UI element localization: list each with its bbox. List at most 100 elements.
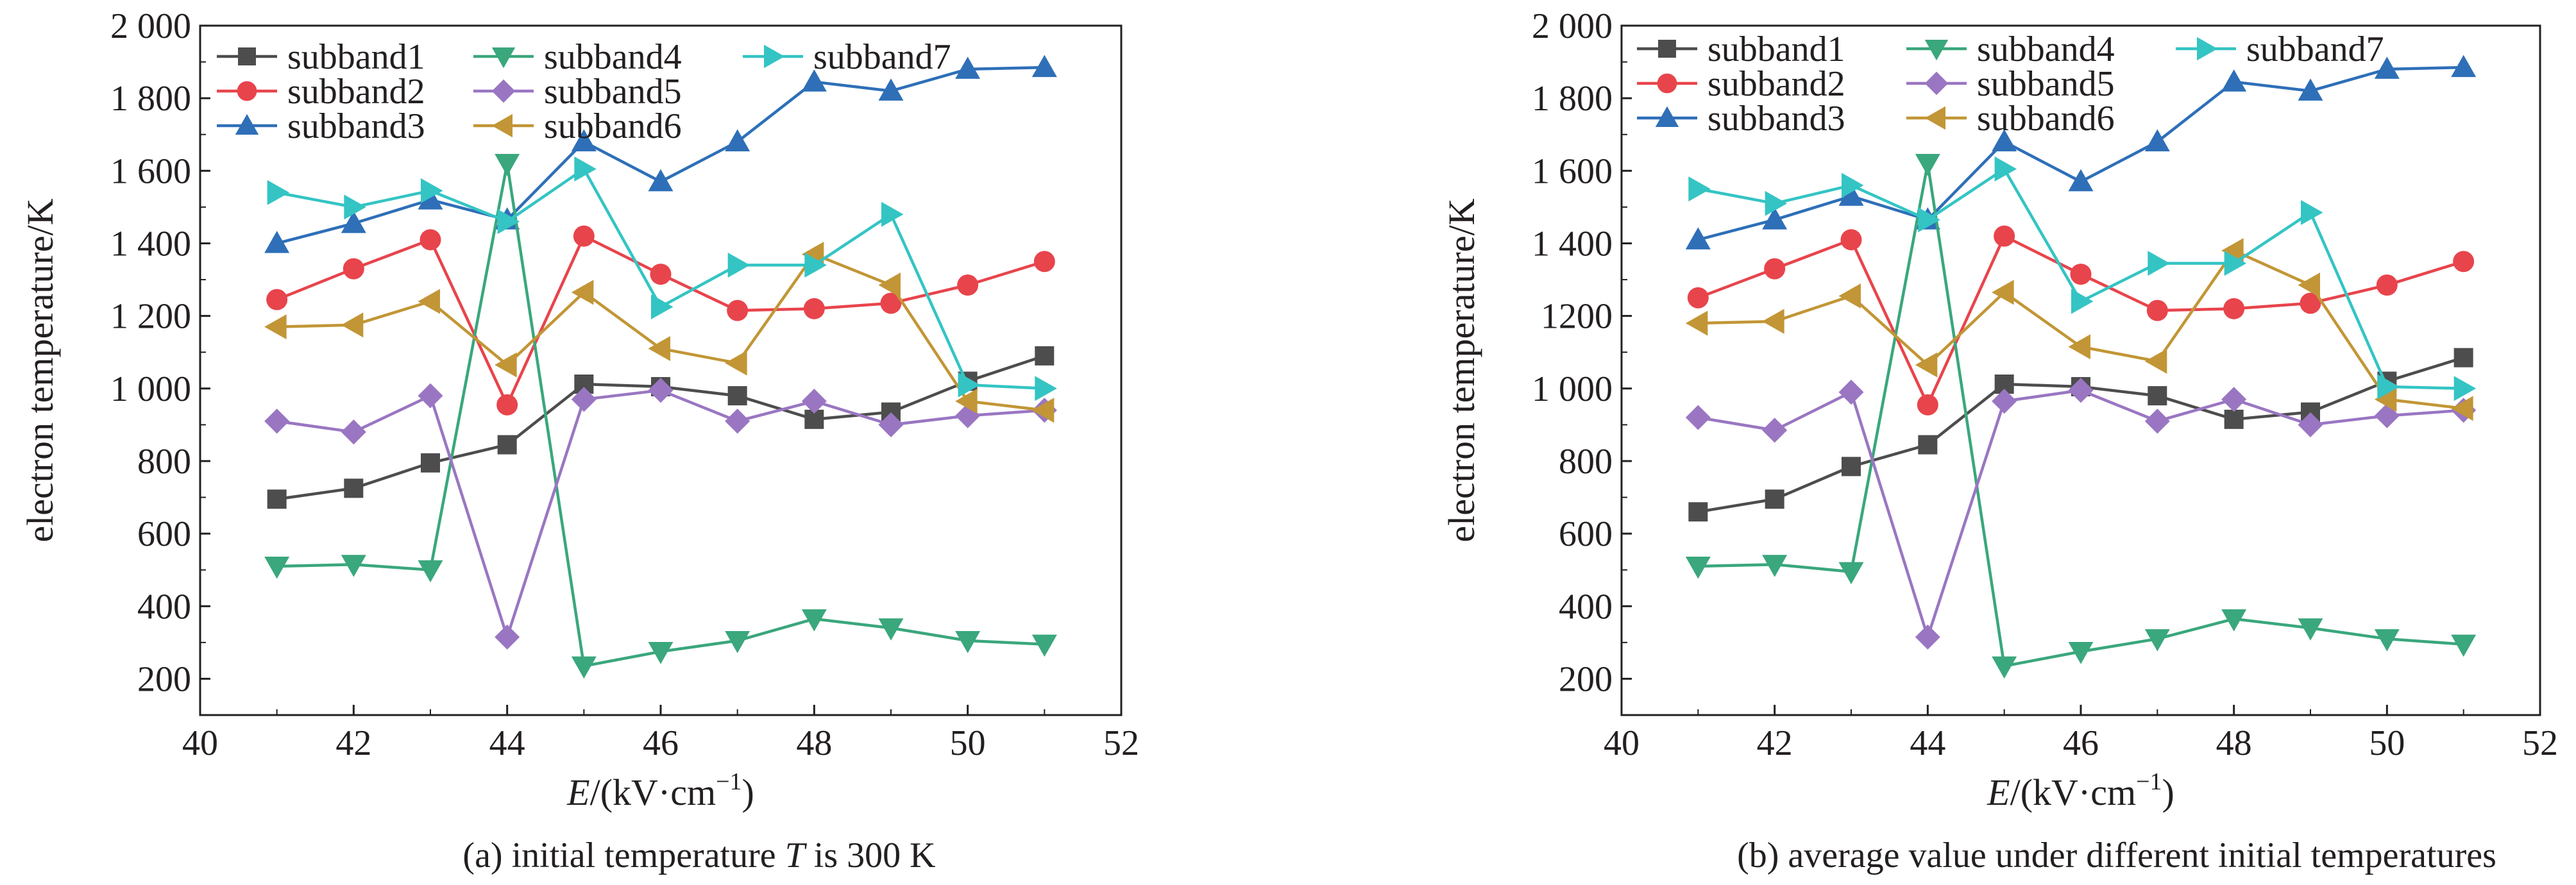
subband2-point	[957, 274, 979, 296]
x-axis-label: E/(kV·cm−1)	[1987, 768, 2174, 813]
y-tick-label: 200	[137, 659, 191, 699]
subband5-point	[1762, 417, 1788, 443]
subband1-point	[1765, 489, 1784, 509]
subband1-point	[344, 478, 364, 498]
y-tick-label: 1 800	[1532, 79, 1613, 119]
subband4-point	[264, 557, 290, 579]
subband5-line	[1697, 389, 2464, 642]
subband2-point	[419, 229, 441, 251]
subband3-point	[801, 69, 827, 92]
subband6-point	[1992, 280, 2014, 305]
subband7-point	[267, 180, 290, 205]
subband6-point	[2374, 387, 2397, 412]
subband3-point	[1762, 207, 1788, 230]
y-tick-label: 1 800	[110, 79, 191, 119]
x-tick-label: 44	[489, 723, 525, 763]
legend-label: subband2	[287, 72, 425, 112]
subband6-point	[418, 289, 440, 314]
legend-label: subband3	[287, 106, 425, 146]
subband7-point	[2377, 374, 2400, 400]
subband7-point	[421, 178, 443, 203]
subband2-point	[1840, 229, 1862, 251]
subband4-point	[648, 641, 674, 664]
legend-marker	[1658, 40, 1676, 58]
subband6-point	[495, 352, 517, 378]
subband3-point	[2221, 69, 2247, 92]
legend-label: subband5	[544, 72, 682, 112]
legend-marker	[1924, 106, 1945, 130]
subband1-point	[1035, 346, 1055, 366]
subband6-point	[341, 312, 364, 338]
y-tick-label: 2 000	[110, 6, 191, 46]
subband2-point	[343, 258, 364, 280]
subband4-point	[725, 631, 750, 653]
legend-label: subband4	[1977, 30, 2115, 69]
chart-panel-a: 40 42 44 46 48 50 52 200 400 600 800 1 000 1 200 1 40…	[19, 6, 1139, 813]
subband5-point	[1838, 379, 1864, 405]
subband3-point	[648, 169, 674, 192]
subband7-point	[1842, 173, 1864, 198]
subband4-point	[1915, 154, 1940, 176]
subband2-point	[2146, 299, 2168, 321]
y-axis-label: electron temperature/K	[1441, 198, 1482, 542]
legend-marker	[2197, 37, 2218, 61]
subband1-point	[1918, 435, 1938, 455]
subband1-point	[2453, 348, 2473, 367]
x-tick-label: 42	[1757, 723, 1793, 763]
subband4-point	[1762, 555, 1788, 577]
subband4-point	[2068, 641, 2094, 664]
subband3-point	[2374, 56, 2400, 79]
subband5-point	[801, 389, 827, 414]
subband5-point	[2221, 387, 2247, 412]
subband4-point	[1685, 557, 1711, 579]
subband1-point	[2224, 409, 2244, 429]
legend-label: subband4	[544, 37, 682, 77]
y-tick-label: 1 000	[1532, 369, 1613, 409]
subband4-point	[2451, 634, 2477, 657]
subband3-point	[955, 56, 981, 79]
subband1-point	[267, 489, 287, 509]
subband3-point	[1838, 183, 1864, 206]
subband5-point	[2298, 412, 2323, 437]
subband6-point	[1915, 352, 1938, 378]
y-tick-label: 800	[137, 442, 191, 482]
subband5-point	[878, 412, 904, 437]
subband6-point	[264, 314, 287, 340]
legend-label: subband6	[544, 106, 682, 146]
x-tick-label: 46	[2063, 723, 2099, 763]
subband3-point	[571, 129, 597, 152]
subband6-point	[955, 389, 978, 414]
legend-marker	[491, 79, 516, 103]
subband4-line	[1698, 163, 2464, 668]
y-tick-label: 1 400	[1532, 224, 1613, 264]
subband2-point	[573, 225, 595, 247]
x-tick-label: 40	[182, 723, 218, 763]
subband7-point	[344, 194, 366, 220]
subband5-point	[264, 409, 290, 434]
subband7-point	[1765, 190, 1788, 216]
subband1-point	[1688, 502, 1708, 522]
subband4-point	[2221, 609, 2247, 632]
subband3-point	[418, 187, 443, 210]
y-tick-label: 400	[137, 587, 191, 627]
subband4-point	[2374, 629, 2400, 652]
subband3-point	[264, 230, 290, 253]
subband2-point	[2300, 292, 2321, 314]
subband2-point	[266, 289, 288, 310]
subband4-point	[1031, 634, 1057, 657]
subband6-point	[2451, 396, 2473, 421]
subband7-point	[651, 294, 674, 319]
x-tick-label: 50	[950, 723, 986, 763]
y-tick-label: 1 600	[110, 151, 191, 191]
subband2-point	[2070, 264, 2092, 285]
subband1-point	[497, 435, 517, 455]
subband7-point	[804, 252, 827, 278]
subband6-point	[571, 280, 594, 305]
legend-marker	[237, 81, 257, 101]
subband1-point	[727, 386, 747, 406]
subband6-point	[725, 350, 747, 376]
y-axis-label: electron temperature/K	[19, 198, 61, 542]
y-tick-label: 1 600	[1532, 151, 1613, 191]
